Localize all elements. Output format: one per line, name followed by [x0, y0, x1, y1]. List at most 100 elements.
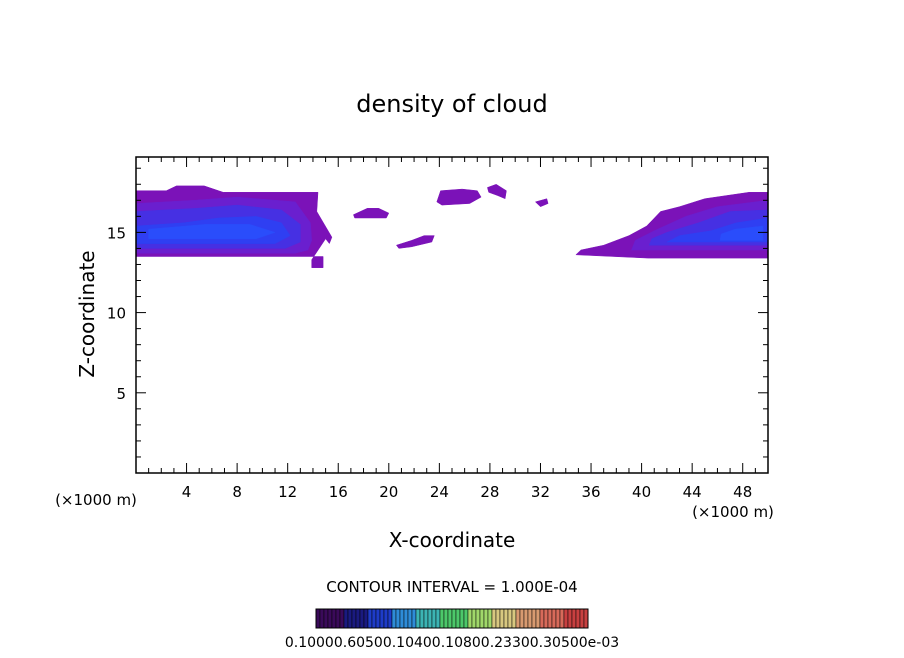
colorbar-cell [571, 608, 577, 629]
colorbar-cell [519, 608, 525, 629]
colorbar-cell [579, 608, 585, 629]
colorbar [315, 608, 589, 629]
colorbar-cell [387, 608, 393, 629]
cloud-region-5 [148, 224, 276, 240]
colorbar-cell [427, 608, 433, 629]
cloud-region-15 [534, 198, 549, 207]
cloud-region-11 [353, 208, 390, 219]
colorbar-cell [339, 608, 345, 629]
x-tick-label: 28 [480, 483, 499, 501]
y-tick-label: 5 [116, 385, 126, 403]
colorbar-cell [343, 608, 349, 629]
colorbar-cell [539, 608, 545, 629]
x-tick-label: 12 [278, 483, 297, 501]
colorbar-cell [559, 608, 565, 629]
x-axis-label: X-coordinate [389, 528, 516, 552]
colorbar-cell [391, 608, 397, 629]
x-tick-label: 20 [379, 483, 398, 501]
colorbar-cell [471, 608, 477, 629]
colorbar-cell [371, 608, 377, 629]
colorbar-cell [483, 608, 489, 629]
colorbar-cell [543, 608, 549, 629]
colorbar-cell [403, 608, 409, 629]
colorbar-cell [355, 608, 361, 629]
colorbar-cell [347, 608, 353, 629]
cloud-regions [135, 184, 769, 268]
colorbar-cell [511, 608, 517, 629]
colorbar-cell [475, 608, 481, 629]
contour-interval-label: CONTOUR INTERVAL = 1.000E-04 [326, 578, 577, 596]
colorbar-cell [535, 608, 541, 629]
colorbar-cell [575, 608, 581, 629]
y-tick-labels: 5 10 15 [107, 224, 126, 402]
x-tick-label: 4 [182, 483, 192, 501]
colorbar-cell [323, 608, 329, 629]
cloud-region-13 [436, 188, 482, 206]
colorbar-labels: 0.10000.60500.10400.10800.23300.30500e-0… [285, 635, 619, 651]
x-tick-label: 48 [733, 483, 752, 501]
minor-ticks [136, 157, 768, 473]
colorbar-cell [459, 608, 465, 629]
x-axis-unit-right: (×1000 m) [692, 503, 774, 521]
colorbar-cell [555, 608, 561, 629]
colorbar-cell [467, 608, 473, 629]
colorbar-cell [375, 608, 381, 629]
colorbar-cell [455, 608, 461, 629]
y-tick-label: 10 [107, 305, 126, 323]
colorbar-cell [487, 608, 493, 629]
colorbar-cell [447, 608, 453, 629]
cloud-region-10 [719, 225, 764, 241]
x-axis-unit-left: (×1000 m) [55, 491, 137, 509]
y-tick-label: 15 [107, 224, 126, 242]
colorbar-cell [379, 608, 385, 629]
colorbar-cell [411, 608, 417, 629]
colorbar-cell [363, 608, 369, 629]
x-tick-label: 32 [531, 483, 550, 501]
colorbar-cell [327, 608, 333, 629]
chart-title: density of cloud [356, 90, 547, 118]
x-tick-label: 36 [581, 483, 600, 501]
x-tick-label: 16 [329, 483, 348, 501]
colorbar-cell [383, 608, 389, 629]
colorbar-cell [395, 608, 401, 629]
cloud-region-14 [487, 184, 507, 200]
colorbar-cell [547, 608, 553, 629]
colorbar-cell [583, 608, 589, 629]
colorbar-cell [523, 608, 529, 629]
cloud-region-12 [395, 235, 435, 249]
x-tick-label: 24 [430, 483, 449, 501]
colorbar-cell [423, 608, 429, 629]
colorbar-cell [567, 608, 573, 629]
colorbar-cell [399, 608, 405, 629]
colorbar-cell [463, 608, 469, 629]
colorbar-cell [443, 608, 449, 629]
colorbar-cell [415, 608, 421, 629]
colorbar-cell [495, 608, 501, 629]
colorbar-cell [451, 608, 457, 629]
colorbar-cell [435, 608, 441, 629]
colorbar-cell [531, 608, 537, 629]
colorbar-cell [367, 608, 373, 629]
colorbar-frame [315, 608, 589, 629]
x-tick-labels: 4 8 12 16 20 24 28 32 36 40 44 48 [182, 483, 752, 501]
colorbar-cell [527, 608, 533, 629]
colorbar-cell [563, 608, 569, 629]
colorbar-cell [335, 608, 341, 629]
colorbar-cell [499, 608, 505, 629]
y-axis-label: Z-coordinate [75, 250, 99, 377]
colorbar-cell [507, 608, 513, 629]
x-tick-label: 8 [232, 483, 242, 501]
x-tick-label: 44 [683, 483, 702, 501]
x-tick-label: 40 [632, 483, 651, 501]
colorbar-cell [319, 608, 325, 629]
colorbar-cell [407, 608, 413, 629]
colorbar-cell [419, 608, 425, 629]
colorbar-cell [515, 608, 521, 629]
colorbar-cell [503, 608, 509, 629]
colorbar-cell [331, 608, 337, 629]
colorbar-cell [479, 608, 485, 629]
colorbar-cell [315, 608, 321, 629]
colorbar-cell [359, 608, 365, 629]
colorbar-cell [351, 608, 357, 629]
